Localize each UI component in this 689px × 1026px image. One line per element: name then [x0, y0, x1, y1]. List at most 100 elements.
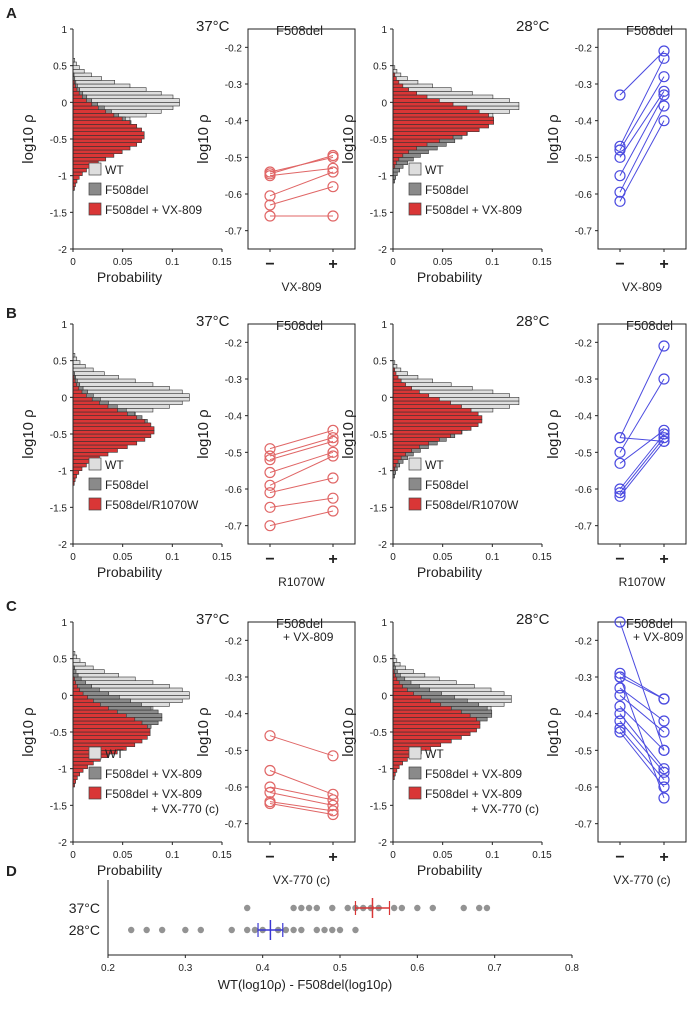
- data-point: [327, 505, 339, 517]
- legend-swatch: [408, 497, 422, 511]
- histogram-bar: [392, 441, 430, 446]
- histogram-bar: [392, 698, 431, 703]
- histogram-bar: [72, 94, 83, 99]
- data-point: [614, 726, 626, 738]
- data-point: [614, 700, 626, 712]
- legend-label: F508del + VX-809: [425, 767, 522, 781]
- x-tick-label: 0.05: [433, 850, 453, 861]
- data-point: [658, 45, 670, 57]
- data-point: [614, 446, 626, 458]
- x-tick-label: 0.1: [485, 257, 499, 268]
- histogram-bar: [72, 378, 136, 383]
- y-tick-label: -0.3: [575, 375, 593, 386]
- histogram-bar: [72, 676, 136, 681]
- temperature-label: 37°C: [196, 18, 230, 35]
- histogram-bar: [392, 375, 399, 380]
- data-point: [658, 774, 670, 786]
- x-tick-label: 0.15: [532, 552, 552, 563]
- y-tick-label: -0.5: [370, 135, 388, 146]
- data-point: [658, 89, 670, 101]
- data-point: [264, 450, 276, 462]
- pair-line: [619, 687, 665, 722]
- legend-swatch: [408, 746, 422, 760]
- y-axis-label: log10 ρ: [20, 114, 37, 163]
- histogram-bar: [72, 175, 80, 180]
- pair-line: [619, 94, 665, 176]
- legend-swatch: [88, 786, 102, 800]
- data-point: [658, 792, 670, 804]
- histogram-bar: [392, 728, 477, 733]
- histogram-bar: [392, 437, 440, 442]
- pair-line: [619, 76, 665, 151]
- histogram-bar: [72, 69, 85, 74]
- histogram-bar: [72, 662, 86, 667]
- data-point: [143, 926, 150, 934]
- y-tick-label: -0.7: [575, 820, 593, 831]
- data-point: [264, 454, 276, 466]
- histogram-bar: [72, 695, 88, 700]
- y-tick-label: -1.5: [370, 208, 388, 219]
- x-tick-label: 0.1: [485, 552, 499, 563]
- y-tick-label: -1.5: [370, 801, 388, 812]
- y-tick-label: -1: [58, 467, 67, 478]
- panel-title: F508del: [626, 318, 673, 333]
- histogram-bar: [72, 702, 101, 707]
- histogram-bar: [392, 687, 408, 692]
- data-point: [327, 432, 339, 444]
- data-point: [614, 487, 626, 499]
- paired-dot-panel: -0.2 -0.3 -0.4 -0.5 -0.6 -0.7 − + VX-809 log10 ρ F…: [545, 23, 687, 294]
- y-tick-label: -0.3: [575, 80, 593, 91]
- histogram-bar: [72, 102, 93, 107]
- pair-line: [619, 429, 665, 464]
- legend-label: F508del + VX-809: [425, 787, 522, 801]
- data-point: [614, 722, 626, 734]
- histogram-bar: [72, 742, 136, 747]
- histogram-bar: [72, 735, 148, 740]
- histogram-bar: [392, 684, 403, 689]
- data-point: [658, 115, 670, 127]
- dot-plot-frame: [247, 28, 356, 250]
- histogram-bar: [72, 142, 138, 147]
- y-tick-label: -0.6: [225, 485, 243, 496]
- histogram-bar: [392, 658, 398, 663]
- histogram-bar: [392, 400, 451, 405]
- x-tick-label: 0: [70, 257, 76, 268]
- histogram-bar: [72, 673, 119, 678]
- paired-dot-panel: -0.2 -0.3 -0.4 -0.5 -0.6 -0.7 − + VX-770 (c) log1…: [195, 616, 356, 887]
- histogram-bar: [72, 94, 174, 99]
- legend-label: WT: [425, 747, 444, 761]
- y-tick-label: -1.5: [50, 503, 68, 514]
- histogram-bar: [72, 452, 109, 457]
- paired-dot-panel: -0.2 -0.3 -0.4 -0.5 -0.6 -0.7 − + VX-809 log10 ρ F…: [195, 23, 356, 294]
- y-tick-label: -0.6: [575, 783, 593, 794]
- data-point: [344, 904, 351, 912]
- legend-swatch: [408, 786, 422, 800]
- y-tick-label: -0.5: [225, 153, 243, 164]
- y-tick-label: 0: [381, 393, 387, 404]
- data-point: [614, 715, 626, 727]
- legend-label: F508del: [425, 183, 468, 197]
- x-tick-label: −: [265, 551, 274, 568]
- y-axis-label: log10 ρ: [20, 409, 37, 458]
- data-point: [264, 501, 276, 513]
- y-tick-label: -0.5: [370, 430, 388, 441]
- data-point: [244, 926, 251, 934]
- histogram-bar: [392, 393, 430, 398]
- data-point: [658, 340, 670, 352]
- histogram-bar: [392, 138, 440, 143]
- data-point: [329, 904, 336, 912]
- x-tick-label: 0: [390, 257, 396, 268]
- category-label: 37°C: [69, 900, 100, 916]
- x-axis-label: VX-809: [622, 280, 662, 294]
- histogram-bar: [72, 669, 105, 674]
- histogram-bar: [72, 441, 138, 446]
- data-point: [429, 904, 436, 912]
- histogram-panel: 10.50-0.5-1-1.5-20 0.05 0.1 0.15Probability…: [20, 18, 232, 285]
- histogram-bar: [72, 393, 87, 398]
- x-tick-label: 0.05: [433, 552, 453, 563]
- data-point: [658, 435, 670, 447]
- y-tick-label: -1: [58, 172, 67, 183]
- data-point: [244, 904, 251, 912]
- x-axis-label: R1070W: [619, 575, 666, 589]
- histogram-bar: [72, 466, 83, 471]
